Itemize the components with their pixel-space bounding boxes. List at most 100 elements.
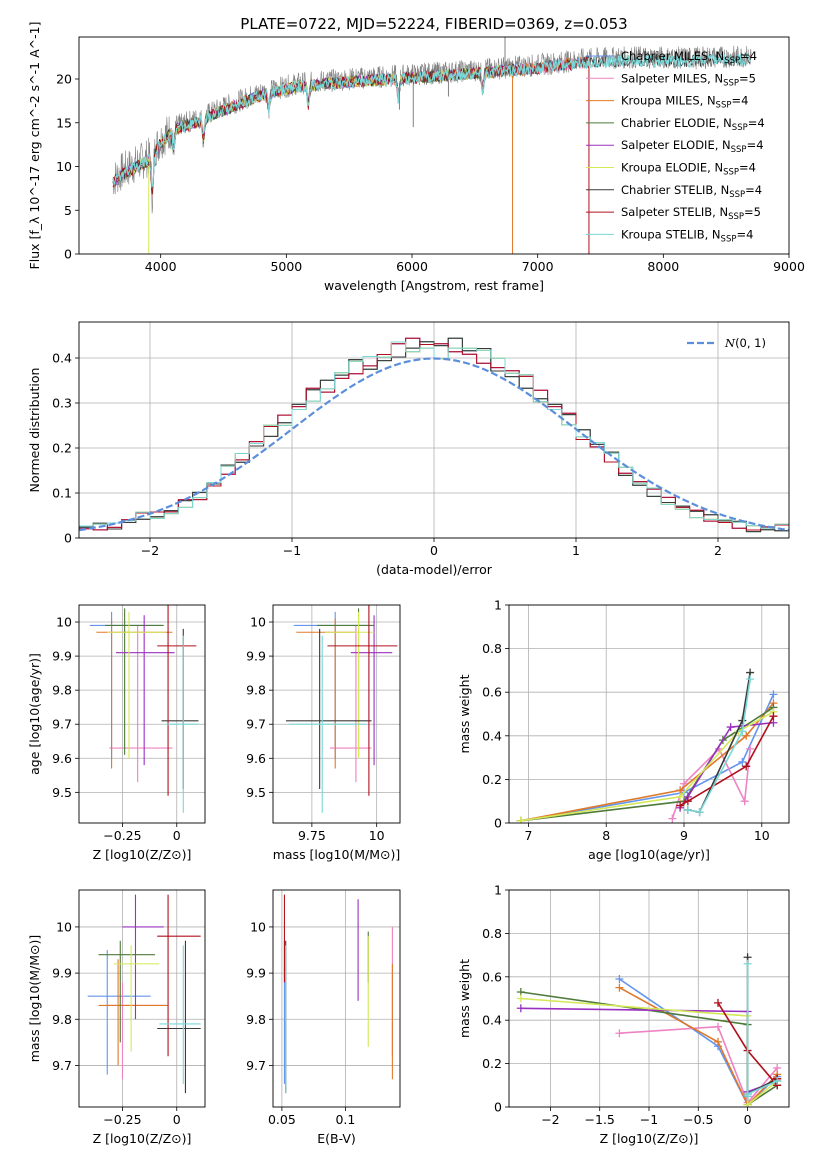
panel-mass_vs_ebv: 0.05 0.1 9.7 9.8 9.9 10 E(B-V) — [246, 889, 401, 1146]
weight-series-line — [679, 715, 775, 807]
panels: 4000 5000 6000 7000 8000 900005101520waveleng… — [27, 22, 805, 1146]
x-tick-label: 0 — [173, 828, 181, 843]
weight-point-marker — [516, 994, 525, 1003]
weight-series-line — [687, 672, 751, 814]
axes-frame — [508, 604, 790, 824]
y-tick-label: 9.7 — [52, 1058, 72, 1073]
x-tick-label: 5000 — [270, 259, 302, 274]
y-tick-label: 9.9 — [246, 966, 266, 981]
weight-point-marker — [738, 757, 747, 766]
y-tick-label: 0.2 — [52, 441, 72, 456]
axes-frame — [508, 889, 790, 1108]
x-axis-label: age [log10(age/yr)] — [588, 847, 710, 862]
y-tick-label: 9.7 — [52, 717, 72, 732]
legend-entry: Kroupa ELODIE, NSSP=4 — [621, 161, 756, 178]
y-tick-label: 9.8 — [52, 683, 72, 698]
y-tick-label: 0.1 — [52, 486, 72, 501]
x-tick-label: 10 — [369, 828, 385, 843]
panel-weight_vs_Z: −2 −1.5 −1 −0.5 0 0 0.2 0.4 0.6 0.8 1 Z [log10(Z/Z⊙… — [457, 883, 790, 1146]
y-tick-label: 0 — [64, 247, 72, 262]
weight-point-marker — [738, 727, 747, 736]
weight-point-marker — [516, 816, 525, 823]
x-tick-label: −1 — [640, 1112, 658, 1127]
y-tick-label: 10 — [250, 919, 266, 934]
weight-series-line — [619, 986, 778, 1107]
y-tick-label: 0 — [494, 1100, 502, 1115]
weight-point-marker — [683, 797, 692, 806]
y-tick-label: 9.9 — [246, 649, 266, 664]
y-tick-label: 9.9 — [52, 966, 72, 981]
legend-entry: Chabrier ELODIE, NSSP=4 — [621, 116, 765, 133]
weight-point-marker — [726, 723, 735, 732]
histogram-series — [79, 341, 789, 529]
weight-point-marker — [742, 731, 751, 740]
x-tick-label: 4000 — [145, 259, 177, 274]
plot-area-weight_vs_age — [516, 668, 778, 823]
weight-point-marker — [740, 797, 749, 806]
y-tick-label: 9.6 — [52, 751, 72, 766]
x-tick-label: 1 — [572, 543, 580, 558]
y-tick-label: 0.6 — [482, 685, 502, 700]
x-tick-label: 7000 — [522, 259, 554, 274]
legend-entry: Kroupa STELIB, NSSP=4 — [621, 227, 753, 244]
x-tick-label: −2 — [141, 543, 159, 558]
panel-age_vs_mass: 9.75 10 9.5 9.6 9.7 9.8 9.9 10 mass [log10(M/M⊙)… — [246, 604, 401, 862]
legend-entry: Salpeter STELIB, NSSP=5 — [621, 205, 761, 222]
x-axis-label: Z [log10(Z/Z⊙)] — [600, 1131, 699, 1146]
x-tick-label: −1 — [283, 543, 301, 558]
x-tick-label: 10 — [754, 828, 770, 843]
plot-area-age_vs_Z — [89, 605, 199, 813]
y-tick-label: 9.7 — [246, 717, 266, 732]
y-axis-label: mass weight — [457, 959, 472, 1038]
y-tick-label: 9.9 — [52, 649, 72, 664]
legend-entry: Chabrier MILES, NSSP=4 — [621, 49, 757, 66]
x-tick-label: 2 — [714, 543, 722, 558]
y-tick-label: 9.7 — [246, 1058, 266, 1073]
weight-series-line — [520, 694, 775, 822]
axes-frame — [78, 604, 206, 824]
y-tick-label: 10 — [56, 615, 72, 630]
panel-spectrum: 4000 5000 6000 7000 8000 9000 0 5 10 15 20 waveleng… — [27, 22, 805, 293]
axes-frame — [78, 36, 790, 255]
panel-residuals: −2 −1 0 1 2 0 0.1 0.2 0.3 0.4 (data-model)/error No… — [27, 321, 790, 577]
weight-point-marker — [714, 998, 723, 1007]
y-tick-label: 0 — [64, 531, 72, 546]
x-axis-label: Z [log10(Z/Z⊙)] — [93, 847, 192, 862]
x-tick-label: 8000 — [647, 259, 679, 274]
weight-point-marker — [695, 808, 704, 817]
x-tick-label: −1.5 — [585, 1112, 615, 1127]
y-tick-label: 9.8 — [52, 1012, 72, 1027]
y-tick-label: 0.2 — [482, 1056, 502, 1071]
figure-title: PLATE=0722, MJD=52224, FIBERID=0369, z=0… — [240, 15, 627, 33]
panel-age_vs_Z: −0.25 0 9.5 9.6 9.7 9.8 9.9 10 Z [log10(Z/Z⊙)] ag… — [27, 604, 206, 862]
x-axis-label: (data-model)/error — [376, 562, 493, 577]
x-tick-label: −2 — [541, 1112, 559, 1127]
weight-series-line — [746, 963, 778, 1097]
weight-point-marker — [676, 801, 685, 810]
y-tick-label: 20 — [56, 72, 72, 87]
legend-entry: Chabrier STELIB, NSSP=4 — [621, 183, 762, 200]
x-tick-label: 0.05 — [268, 1112, 296, 1127]
y-tick-label: 9.5 — [52, 785, 72, 800]
legend-entry: Salpeter ELODIE, NSSP=4 — [621, 138, 764, 155]
y-axis-label: Normed distribution — [27, 368, 42, 493]
x-axis-label: E(B-V) — [317, 1131, 356, 1146]
weight-point-marker — [683, 805, 692, 814]
weight-point-marker — [769, 712, 778, 721]
x-tick-label: −0.25 — [103, 828, 141, 843]
y-tick-label: 0.6 — [482, 969, 502, 984]
weight-point-marker — [615, 1029, 624, 1038]
y-tick-label: 9.6 — [246, 751, 266, 766]
axes-frame — [78, 321, 790, 539]
plot-area-weight_vs_Z — [516, 953, 782, 1107]
y-tick-label: 9.8 — [246, 683, 266, 698]
x-tick-label: 6000 — [396, 259, 428, 274]
y-tick-label: 10 — [250, 615, 266, 630]
weight-series-line — [619, 1025, 778, 1105]
weight-point-marker — [743, 959, 752, 968]
x-tick-label: 7 — [524, 828, 532, 843]
axes-frame — [272, 889, 401, 1108]
weight-point-marker — [615, 974, 624, 983]
y-tick-label: 10 — [56, 919, 72, 934]
